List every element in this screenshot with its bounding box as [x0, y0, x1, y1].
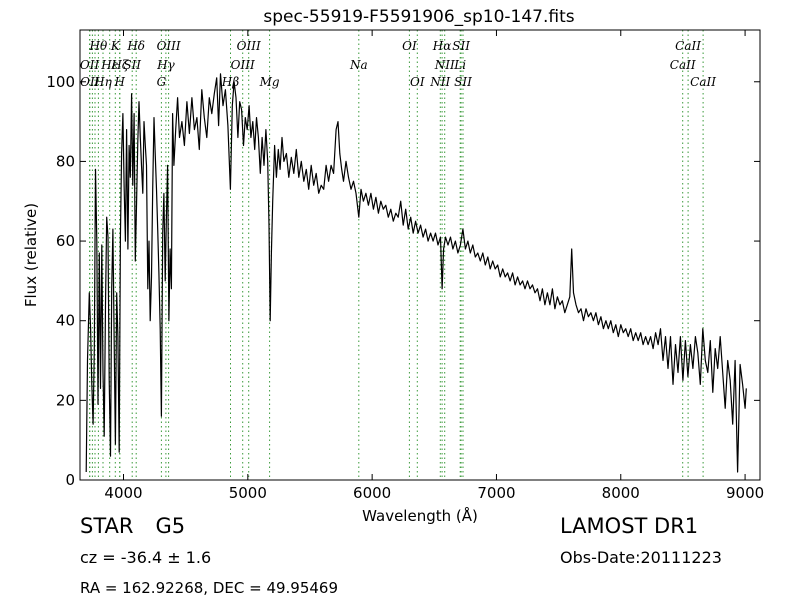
line-label: OIII — [237, 39, 261, 53]
line-label: NII — [434, 58, 455, 72]
line-label: Hα — [432, 39, 452, 53]
x-tick-label: 7000 — [477, 484, 515, 502]
line-label: CaII — [675, 39, 701, 53]
line-label: CaII — [690, 75, 716, 89]
line-label: Hγ — [156, 58, 175, 72]
x-tick-label: 9000 — [726, 484, 764, 502]
plot-frame — [79, 29, 761, 481]
line-label: Hδ — [126, 39, 145, 53]
line-label: OII — [80, 75, 100, 89]
line-label: H — [113, 75, 125, 89]
redshift-label: cz = -36.4 ± 1.6 — [80, 548, 212, 567]
chart-title: spec-55919-F5591906_sp10-147.fits — [263, 7, 574, 27]
y-tick-label: 80 — [56, 152, 75, 170]
line-label: Li — [453, 58, 466, 72]
line-label: Hβ — [221, 75, 239, 89]
y-tick-label: 20 — [56, 391, 75, 409]
x-axis-label: Wavelength (Å) — [362, 506, 478, 525]
y-tick-label: 0 — [65, 471, 75, 489]
coordinates-label: RA = 162.92268, DEC = 49.95469 — [80, 579, 339, 597]
line-label: SII — [452, 39, 470, 53]
line-label: Hε — [100, 58, 118, 72]
line-label: CaII — [670, 58, 696, 72]
y-tick-label: 60 — [56, 232, 75, 250]
line-label: SII — [123, 58, 141, 72]
line-label: OIII — [157, 39, 181, 53]
line-label: NII — [429, 75, 450, 89]
line-label: Na — [349, 58, 368, 72]
line-label: Hθ — [89, 39, 108, 53]
line-label: Hη — [93, 75, 112, 89]
line-label: G — [157, 75, 167, 89]
x-tick-label: 6000 — [353, 484, 391, 502]
obs-date-label: Obs-Date:20111223 — [560, 548, 722, 567]
line-label: OII — [80, 58, 100, 72]
spectrum-line — [85, 73, 747, 473]
x-tick-label: 5000 — [229, 484, 267, 502]
class-label: STAR — [80, 514, 134, 538]
object-class: STAR G5 — [80, 514, 185, 538]
line-label: K — [110, 39, 121, 53]
line-label: OI — [410, 75, 425, 89]
y-tick-label: 100 — [46, 73, 75, 91]
survey-label: LAMOST DR1 — [560, 514, 699, 538]
subclass-label: G5 — [155, 514, 186, 538]
x-tick-label: 4000 — [104, 484, 142, 502]
line-markers — [89, 30, 704, 480]
line-label: Mg — [259, 75, 280, 89]
axis-ticks: 4000 5000 6000 7000 8000 9000 0 20 40 60 80 100 — [46, 30, 764, 502]
x-tick-label: 8000 — [602, 484, 640, 502]
y-axis-label: Flux (relative) — [22, 203, 40, 307]
spectrum-series — [85, 73, 747, 473]
line-label: OI — [402, 39, 417, 53]
y-tick-label: 40 — [56, 312, 75, 330]
line-label: SII — [454, 75, 472, 89]
line-label: OIII — [231, 58, 255, 72]
line-label: Hζ — [110, 58, 129, 72]
